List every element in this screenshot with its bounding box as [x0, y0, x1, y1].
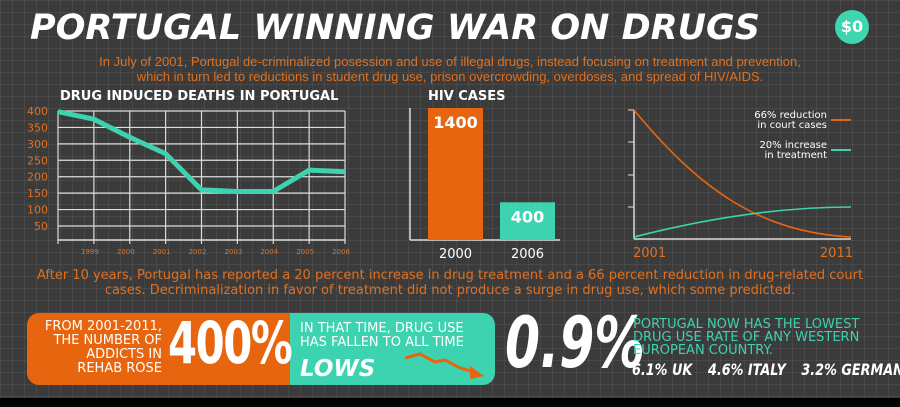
bar-label: 400 — [511, 207, 544, 226]
x-tick-label: 2000 — [439, 247, 472, 262]
hiv-chart-title: HIV CASES — [428, 89, 506, 104]
x-tick-label: 1999 — [81, 248, 99, 256]
x-tick-label: 2001 — [153, 248, 171, 256]
rehab-line: REHAB ROSE — [77, 361, 162, 376]
y-tick-label: 350 — [27, 121, 48, 134]
y-tick-label: 300 — [27, 138, 48, 151]
rate-line: DRUG USE RATE OF ANY WESTERN — [633, 330, 860, 345]
x-tick-label: 2004 — [260, 248, 278, 256]
summary-line-2: cases. Decriminalization in favor of tre… — [104, 283, 796, 298]
rehab-line: THE NUMBER OF — [53, 333, 162, 348]
x-tick-label: 2011 — [820, 246, 853, 261]
y-tick-label: 150 — [27, 187, 48, 200]
drug-use-line: HAS FALLEN TO ALL TIME — [300, 335, 464, 350]
intro-line-2: which in turn led to reductions in stude… — [136, 69, 764, 84]
x-tick-label: 2001 — [633, 246, 666, 261]
deaths-chart-title: DRUG INDUCED DEATHS IN PORTUGAL — [60, 89, 339, 104]
rehab-banner — [27, 313, 302, 385]
bar-2000 — [428, 108, 483, 240]
legend-label: in treatment — [765, 150, 828, 161]
rehab-line: FROM 2001-2011, — [44, 319, 162, 334]
rehab-text: FROM 2001-2011, THE NUMBER OF ADDICTS IN… — [40, 320, 162, 376]
y-tick-label: 200 — [27, 171, 48, 184]
y-tick-label: 50 — [34, 220, 48, 233]
x-tick-label: 2006 — [511, 247, 544, 262]
x-tick-label: 2005 — [296, 248, 314, 256]
drug-use-line: IN THAT TIME, DRUG USE — [300, 321, 464, 336]
x-tick-label: 2003 — [224, 248, 242, 256]
x-tick-label: 2000 — [117, 248, 135, 256]
legend-label: 20% increase — [759, 140, 827, 151]
drug-use-banner — [290, 313, 495, 385]
bar-label: 1400 — [433, 113, 478, 132]
page-title: PORTUGAL WINNING WAR ON DRUGS — [30, 8, 760, 48]
legend-label: in court cases — [757, 120, 827, 131]
court-cases-line — [633, 109, 852, 238]
lowest-rate-text: PORTUGAL NOW HAS THE LOWEST DRUG USE RAT… — [633, 318, 859, 357]
y-tick-label: 400 — [27, 105, 48, 118]
comparison-italy: 4.6% ITALY — [707, 360, 786, 379]
lows-text: LOWS — [300, 356, 376, 382]
legend-label: 66% reduction — [754, 110, 827, 121]
rehab-line: ADDICTS IN — [86, 347, 162, 362]
comparison-uk: 6.1% UK — [632, 360, 693, 379]
y-tick-label: 250 — [27, 154, 48, 167]
drug-use-text: IN THAT TIME, DRUG USE HAS FALLEN TO ALL… — [300, 322, 464, 350]
x-tick-label: 2002 — [189, 248, 207, 256]
rate-line: PORTUGAL NOW HAS THE LOWEST — [633, 317, 860, 332]
summary-line-1: After 10 years, Portugal has reported a … — [36, 268, 864, 283]
dollar-badge-icon: $0 — [835, 10, 869, 44]
bar-2006 — [500, 202, 555, 240]
rehab-value: 400% — [168, 309, 293, 377]
country-comparisons: 6.1% UK 4.6% ITALY 3.2% GERMANY — [632, 360, 900, 379]
rate-line: EUROPEAN COUNTRY. — [633, 343, 773, 358]
falling-arrow-icon — [404, 352, 484, 379]
infographic: PORTUGAL WINNING WAR ON DRUGS $0 In July… — [0, 0, 900, 398]
treatment-line — [633, 206, 852, 238]
comparison-germany: 3.2% GERMANY — [801, 360, 900, 379]
y-tick-label: 100 — [27, 204, 48, 217]
intro-line-1: In July of 2001, Portugal de-criminalize… — [99, 54, 801, 69]
portugal-rate-value: 0.9% — [505, 302, 645, 384]
charts-svg: 400 350 300 250 200 150 100 50 1999 2000 2001 2002 2… — [27, 105, 853, 262]
x-tick-label: 2006 — [332, 248, 350, 256]
